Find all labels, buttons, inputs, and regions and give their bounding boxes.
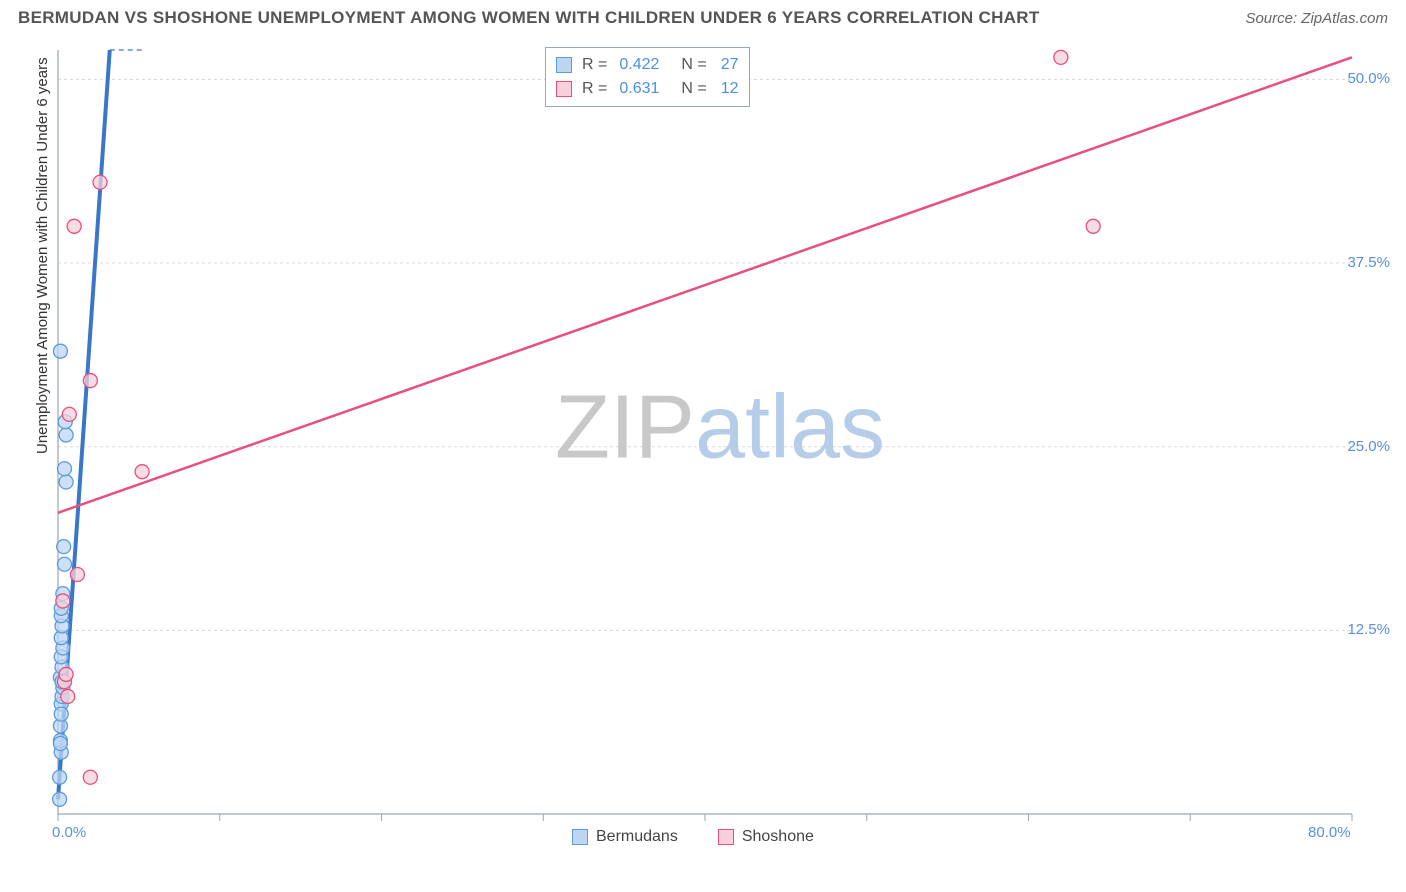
legend-item-shoshone: Shoshone (718, 828, 814, 846)
y-tick-label: 25.0% (1347, 438, 1390, 455)
n-value-bermudans: 27 (721, 53, 739, 77)
y-tick-label: 50.0% (1347, 70, 1390, 87)
y-tick-label: 37.5% (1347, 254, 1390, 271)
chart-title: BERMUDAN VS SHOSHONE UNEMPLOYMENT AMONG … (18, 8, 1040, 28)
stats-row-shoshone: R = 0.631 N = 12 (556, 77, 739, 101)
r-value-bermudans: 0.422 (619, 53, 659, 77)
n-label: N = (681, 53, 706, 77)
scatter-plot (52, 44, 1388, 844)
series-legend: Bermudans Shoshone (572, 828, 814, 846)
stats-row-bermudans: R = 0.422 N = 27 (556, 53, 739, 77)
legend-label-shoshone: Shoshone (742, 828, 814, 846)
swatch-shoshone (718, 829, 734, 845)
legend-label-bermudans: Bermudans (596, 828, 678, 846)
chart-container: Unemployment Among Women with Children U… (52, 44, 1388, 844)
swatch-bermudans (556, 57, 572, 73)
r-label: R = (582, 53, 607, 77)
n-value-shoshone: 12 (721, 77, 739, 101)
legend-item-bermudans: Bermudans (572, 828, 678, 846)
r-label: R = (582, 77, 607, 101)
source-attribution: Source: ZipAtlas.com (1245, 10, 1388, 27)
x-tick-label: 0.0% (52, 824, 86, 841)
header: BERMUDAN VS SHOSHONE UNEMPLOYMENT AMONG … (0, 0, 1406, 34)
y-axis-label: Unemployment Among Women with Children U… (34, 57, 51, 454)
swatch-shoshone (556, 81, 572, 97)
r-value-shoshone: 0.631 (619, 77, 659, 101)
stats-legend: R = 0.422 N = 27 R = 0.631 N = 12 (545, 47, 750, 107)
swatch-bermudans (572, 829, 588, 845)
x-tick-label: 80.0% (1308, 824, 1351, 841)
n-label: N = (681, 77, 706, 101)
y-tick-label: 12.5% (1347, 621, 1390, 638)
